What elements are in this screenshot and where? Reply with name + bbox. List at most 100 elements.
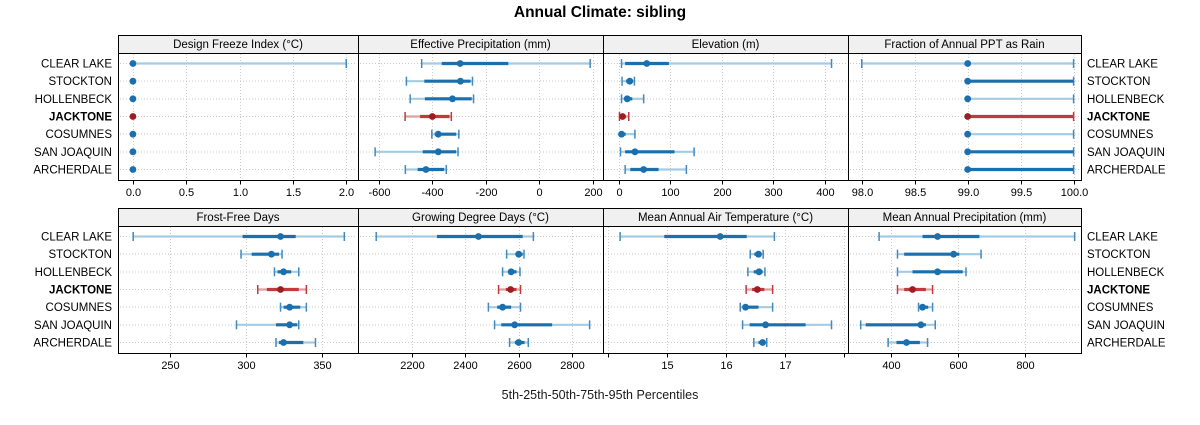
station-label-right: STOCKTON: [1087, 76, 1150, 88]
median-dot: [277, 286, 284, 293]
axis-tick-label: -200: [475, 187, 497, 199]
axis-tick-label: 2400: [453, 360, 477, 372]
station-label-right: SAN JOAQUIN: [1087, 320, 1165, 332]
station-label-right: CLEAR LAKE: [1087, 232, 1158, 244]
axis-tick-label: 100.0: [1061, 187, 1089, 199]
axis-tick-label: 99.5: [1011, 187, 1032, 199]
axis-tick-label: 350: [313, 360, 331, 372]
median-dot: [618, 130, 625, 138]
median-dot: [964, 166, 972, 173]
median-dot: [280, 268, 287, 276]
axis-tick-label: 16: [720, 360, 732, 372]
station-label-left: ARCHERDALE: [33, 338, 112, 350]
station-label-right: COSUMNES: [1087, 129, 1154, 141]
station-label-right: ARCHERDALE: [1087, 338, 1166, 350]
station-label-right: JACKTONE: [1087, 112, 1150, 124]
axis-tick-label: 250: [161, 360, 179, 372]
median-dot: [934, 268, 941, 276]
median-dot: [428, 113, 436, 120]
panel-title: Mean Annual Air Temperature (°C): [638, 212, 813, 224]
median-dot: [716, 233, 724, 240]
station-label-left: CLEAR LAKE: [41, 232, 112, 244]
station-label-left: COSUMNES: [46, 129, 113, 141]
median-dot: [950, 250, 958, 258]
panel-title: Frost-Free Days: [196, 212, 279, 224]
median-dot: [286, 303, 294, 311]
axis-tick-label: 1.0: [233, 187, 248, 199]
axis-tick-label: 17: [779, 360, 791, 372]
axis-tick-label: 1.5: [286, 187, 301, 199]
median-dot: [499, 303, 506, 311]
median-dot: [456, 60, 464, 67]
axis-tick-label: 2800: [560, 360, 584, 372]
median-dot: [762, 321, 769, 329]
median-dot: [631, 148, 639, 156]
median-dot: [507, 286, 515, 293]
median-dot: [964, 95, 972, 103]
axis-tick-label: -400: [421, 187, 443, 199]
median-dot: [964, 130, 972, 138]
panel-title: Mean Annual Precipitation (mm): [883, 212, 1047, 224]
median-dot: [964, 60, 972, 67]
median-dot: [434, 130, 442, 138]
station-label-left: HOLLENBECK: [35, 94, 113, 106]
station-label-left: COSUMNES: [46, 302, 113, 314]
median-dot: [643, 60, 651, 67]
station-label-right: ARCHERDALE: [1087, 165, 1166, 177]
axis-tick-label: 98.5: [905, 187, 926, 199]
median-dot: [623, 95, 631, 103]
axis-tick-label: 15: [661, 360, 673, 372]
median-dot: [511, 321, 519, 329]
axis-tick-label: 2.0: [339, 187, 354, 199]
median-dot: [742, 303, 749, 311]
median-dot: [422, 166, 430, 173]
axis-tick-label: 800: [1016, 360, 1034, 372]
station-label-left: STOCKTON: [49, 249, 112, 261]
panel-frame: [118, 53, 359, 181]
median-dot: [280, 339, 287, 346]
median-dot: [129, 130, 137, 138]
station-label-left: STOCKTON: [49, 76, 112, 88]
median-dot: [934, 233, 941, 240]
station-label-right: HOLLENBECK: [1087, 94, 1165, 106]
axis-tick-label: 99.0: [958, 187, 979, 199]
median-dot: [626, 77, 634, 85]
axis-tick-label: 98.0: [852, 187, 873, 199]
station-label-left: SAN JOAQUIN: [34, 147, 112, 159]
panel-title: Design Freeze Index (°C): [173, 39, 303, 51]
station-label-right: STOCKTON: [1087, 249, 1150, 261]
median-dot: [515, 339, 523, 346]
station-label-right: HOLLENBECK: [1087, 267, 1165, 279]
median-dot: [268, 250, 275, 258]
median-dot: [129, 77, 137, 85]
axis-tick-label: 400: [816, 187, 834, 199]
station-label-left: ARCHERDALE: [33, 165, 112, 177]
axis-tick-label: 0.0: [126, 187, 141, 199]
station-label-right: SAN JOAQUIN: [1087, 147, 1165, 159]
median-dot: [964, 113, 972, 120]
station-label-left: SAN JOAQUIN: [34, 320, 112, 332]
median-dot: [903, 339, 910, 346]
median-dot: [449, 95, 456, 103]
median-dot: [964, 77, 972, 85]
median-dot: [457, 77, 464, 85]
axis-tick-label: 0: [616, 187, 622, 199]
median-dot: [759, 339, 767, 346]
median-dot: [129, 166, 137, 173]
median-dot: [640, 166, 648, 173]
axis-tick-label: 200: [584, 187, 602, 199]
panel-title: Elevation (m): [692, 39, 760, 51]
axis-tick-label: 2600: [507, 360, 531, 372]
axis-tick-label: 0: [536, 187, 542, 199]
median-dot: [277, 233, 284, 240]
median-dot: [964, 148, 972, 156]
axis-tick-label: 300: [764, 187, 782, 199]
station-label-left: JACKTONE: [49, 285, 112, 297]
median-dot: [507, 268, 515, 276]
axis-tick-label: 400: [882, 360, 900, 372]
station-label-right: CLEAR LAKE: [1087, 59, 1158, 71]
axis-tick-label: 100: [661, 187, 679, 199]
panel-title: Effective Precipitation (mm): [410, 39, 551, 51]
median-dot: [286, 321, 294, 329]
